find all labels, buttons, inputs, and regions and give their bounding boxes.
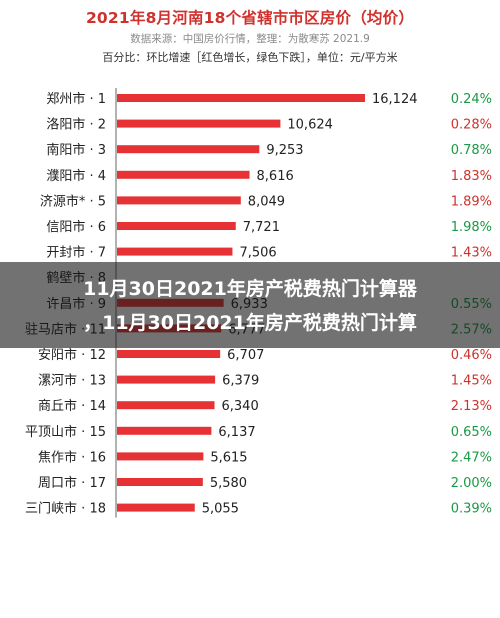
change-label: 1.45% <box>451 374 492 389</box>
chart-note: 百分比：环比增速［红色增长，绿色下跌］，单位：元/平方米 <box>102 51 398 64</box>
chart-source: 数据来源：中国房价行情，整理：为散寒苏 2021.9 <box>130 33 370 45</box>
bar <box>117 247 233 256</box>
change-label: 2.13% <box>451 399 492 414</box>
value-label: 5,580 <box>210 476 247 491</box>
value-label: 6,137 <box>218 425 255 440</box>
value-label: 5,055 <box>202 502 239 517</box>
bar <box>117 196 241 205</box>
category-label: 济源市* · 5 <box>40 193 106 209</box>
category-label: 濮阳市 · 4 <box>46 168 106 184</box>
category-label: 三门峡市 · 18 <box>25 501 106 517</box>
value-label: 6,379 <box>222 374 259 389</box>
bar <box>117 478 203 486</box>
change-label: 0.39% <box>451 502 492 517</box>
category-label: 商丘市 · 14 <box>38 398 106 414</box>
category-label: 南阳市 · 3 <box>46 142 106 158</box>
category-label: 开封市 · 7 <box>46 245 106 261</box>
category-label: 洛阳市 · 2 <box>46 117 106 133</box>
category-label: 安阳市 · 12 <box>38 347 106 363</box>
change-label: 0.28% <box>451 118 492 133</box>
bar <box>117 401 215 410</box>
bar <box>117 145 260 154</box>
bar <box>117 350 221 358</box>
banner-line-2: ，11月30日2021年房产税费热门计算 <box>83 312 417 334</box>
change-label: 0.65% <box>451 425 492 440</box>
bar <box>117 426 212 435</box>
change-label: 0.78% <box>451 143 492 158</box>
value-label: 7,721 <box>243 220 280 235</box>
value-label: 8,049 <box>248 194 285 209</box>
change-label: 0.46% <box>451 348 492 363</box>
bar <box>117 222 236 230</box>
change-label: 2.00% <box>451 476 492 491</box>
category-label: 平顶山市 · 15 <box>25 424 106 440</box>
category-label: 信阳市 · 6 <box>46 219 106 235</box>
bar <box>117 119 281 128</box>
value-label: 9,253 <box>266 143 303 158</box>
value-label: 6,707 <box>227 348 264 363</box>
value-label: 5,615 <box>210 450 247 465</box>
bar <box>117 94 365 102</box>
chart-header: 2021年8月河南18个省辖市市区房价（均价） 数据来源：中国房价行情，整理：为… <box>0 0 500 72</box>
category-label: 焦作市 · 16 <box>38 449 106 465</box>
bar <box>117 375 216 384</box>
category-label: 郑州市 · 1 <box>46 91 106 107</box>
value-label: 7,506 <box>239 246 276 261</box>
bar <box>117 503 195 512</box>
change-label: 1.83% <box>451 169 492 184</box>
chart-title: 2021年8月河南18个省辖市市区房价（均价） <box>85 9 415 27</box>
change-label: 2.47% <box>451 450 492 465</box>
category-label: 漯河市 · 13 <box>38 373 106 389</box>
banner-overlay: 11月30日2021年房产税费热门计算器 ，11月30日2021年房产税费热门计… <box>0 262 500 348</box>
category-label: 周口市 · 17 <box>38 475 106 491</box>
change-label: 1.89% <box>451 194 492 209</box>
bar <box>117 452 204 461</box>
value-label: 6,340 <box>222 399 259 414</box>
change-label: 0.24% <box>451 92 492 107</box>
banner-line-1: 11月30日2021年房产税费热门计算器 <box>83 278 417 300</box>
change-label: 1.43% <box>451 246 492 261</box>
value-label: 16,124 <box>372 92 418 107</box>
bar <box>117 170 250 179</box>
value-label: 8,616 <box>257 169 294 184</box>
change-label: 1.98% <box>451 220 492 235</box>
value-label: 10,624 <box>287 118 333 133</box>
